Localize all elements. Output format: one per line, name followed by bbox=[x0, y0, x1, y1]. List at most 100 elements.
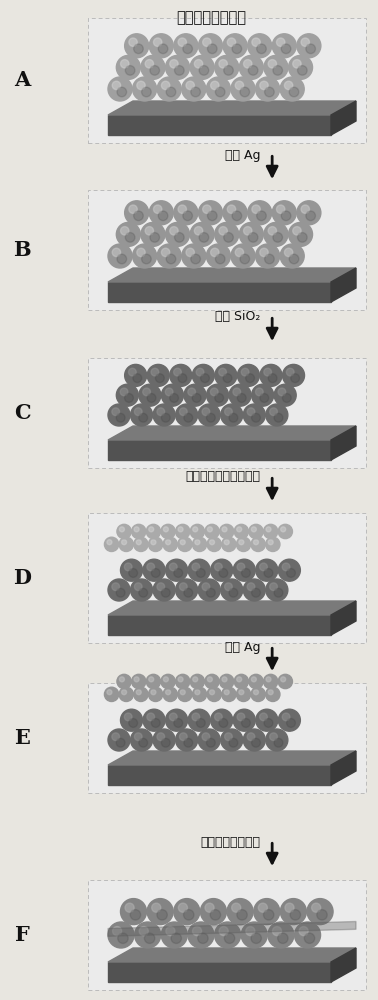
Circle shape bbox=[221, 404, 243, 426]
Circle shape bbox=[153, 404, 175, 426]
Circle shape bbox=[208, 44, 217, 54]
Circle shape bbox=[274, 413, 283, 422]
Circle shape bbox=[166, 254, 176, 264]
Circle shape bbox=[184, 738, 193, 747]
Circle shape bbox=[121, 899, 147, 925]
Circle shape bbox=[134, 527, 139, 532]
Circle shape bbox=[139, 738, 147, 747]
Circle shape bbox=[169, 563, 177, 571]
Circle shape bbox=[163, 677, 169, 682]
Circle shape bbox=[278, 674, 293, 689]
Circle shape bbox=[137, 248, 145, 257]
Circle shape bbox=[116, 55, 140, 79]
Circle shape bbox=[232, 44, 242, 54]
Circle shape bbox=[297, 233, 307, 242]
Circle shape bbox=[161, 81, 170, 90]
Circle shape bbox=[223, 34, 247, 58]
Circle shape bbox=[268, 227, 277, 235]
Circle shape bbox=[134, 211, 143, 221]
Circle shape bbox=[178, 903, 187, 912]
Circle shape bbox=[157, 733, 165, 741]
Circle shape bbox=[174, 719, 183, 727]
Circle shape bbox=[210, 910, 221, 920]
Circle shape bbox=[190, 524, 204, 539]
Circle shape bbox=[180, 690, 185, 695]
Text: D: D bbox=[13, 568, 31, 588]
Circle shape bbox=[239, 690, 244, 695]
Circle shape bbox=[161, 674, 175, 689]
Circle shape bbox=[306, 44, 316, 54]
Circle shape bbox=[194, 60, 203, 68]
Polygon shape bbox=[108, 751, 356, 765]
Circle shape bbox=[176, 404, 198, 426]
Circle shape bbox=[219, 60, 227, 68]
Circle shape bbox=[256, 77, 280, 101]
Circle shape bbox=[256, 559, 278, 581]
Circle shape bbox=[205, 524, 219, 539]
Circle shape bbox=[124, 713, 132, 721]
Circle shape bbox=[219, 927, 228, 936]
Circle shape bbox=[151, 368, 159, 376]
Circle shape bbox=[233, 709, 255, 731]
Circle shape bbox=[254, 690, 259, 695]
Circle shape bbox=[211, 559, 233, 581]
Circle shape bbox=[223, 374, 232, 383]
Circle shape bbox=[170, 394, 178, 402]
Bar bbox=[88, 18, 366, 143]
Circle shape bbox=[235, 248, 243, 257]
Circle shape bbox=[274, 738, 283, 747]
Circle shape bbox=[124, 563, 132, 571]
Circle shape bbox=[155, 374, 164, 383]
Circle shape bbox=[219, 368, 226, 376]
Circle shape bbox=[184, 588, 193, 597]
Circle shape bbox=[236, 687, 251, 702]
Circle shape bbox=[190, 222, 214, 246]
Circle shape bbox=[146, 524, 161, 539]
Circle shape bbox=[122, 540, 127, 545]
Circle shape bbox=[260, 364, 282, 386]
Circle shape bbox=[136, 540, 141, 545]
Circle shape bbox=[119, 537, 133, 552]
Circle shape bbox=[284, 248, 293, 257]
Circle shape bbox=[135, 583, 142, 591]
Circle shape bbox=[143, 709, 165, 731]
Circle shape bbox=[116, 384, 138, 406]
Circle shape bbox=[161, 524, 175, 539]
Circle shape bbox=[297, 34, 321, 58]
Circle shape bbox=[237, 910, 247, 920]
Circle shape bbox=[209, 690, 215, 695]
Circle shape bbox=[258, 903, 267, 912]
Circle shape bbox=[139, 588, 147, 597]
Circle shape bbox=[282, 713, 290, 721]
Bar bbox=[88, 683, 366, 793]
Circle shape bbox=[233, 559, 255, 581]
Circle shape bbox=[289, 87, 299, 97]
Circle shape bbox=[202, 408, 210, 416]
Circle shape bbox=[248, 233, 258, 242]
Circle shape bbox=[145, 60, 153, 68]
Circle shape bbox=[121, 709, 143, 731]
Circle shape bbox=[178, 38, 186, 46]
Circle shape bbox=[251, 933, 262, 943]
Circle shape bbox=[174, 34, 198, 58]
Circle shape bbox=[239, 222, 263, 246]
Polygon shape bbox=[108, 101, 356, 115]
Circle shape bbox=[224, 540, 229, 545]
Circle shape bbox=[157, 77, 181, 101]
Circle shape bbox=[175, 66, 184, 75]
Circle shape bbox=[246, 927, 255, 936]
Circle shape bbox=[251, 677, 256, 682]
Circle shape bbox=[281, 211, 291, 221]
Text: C: C bbox=[14, 403, 30, 423]
Circle shape bbox=[134, 44, 143, 54]
Circle shape bbox=[208, 677, 212, 682]
Circle shape bbox=[147, 364, 169, 386]
Circle shape bbox=[215, 394, 223, 402]
Circle shape bbox=[186, 81, 194, 90]
Circle shape bbox=[278, 524, 293, 539]
Circle shape bbox=[107, 690, 112, 695]
Circle shape bbox=[221, 579, 243, 601]
Circle shape bbox=[211, 709, 233, 731]
Text: 沉积 Ag: 沉积 Ag bbox=[225, 641, 260, 654]
Circle shape bbox=[270, 733, 277, 741]
